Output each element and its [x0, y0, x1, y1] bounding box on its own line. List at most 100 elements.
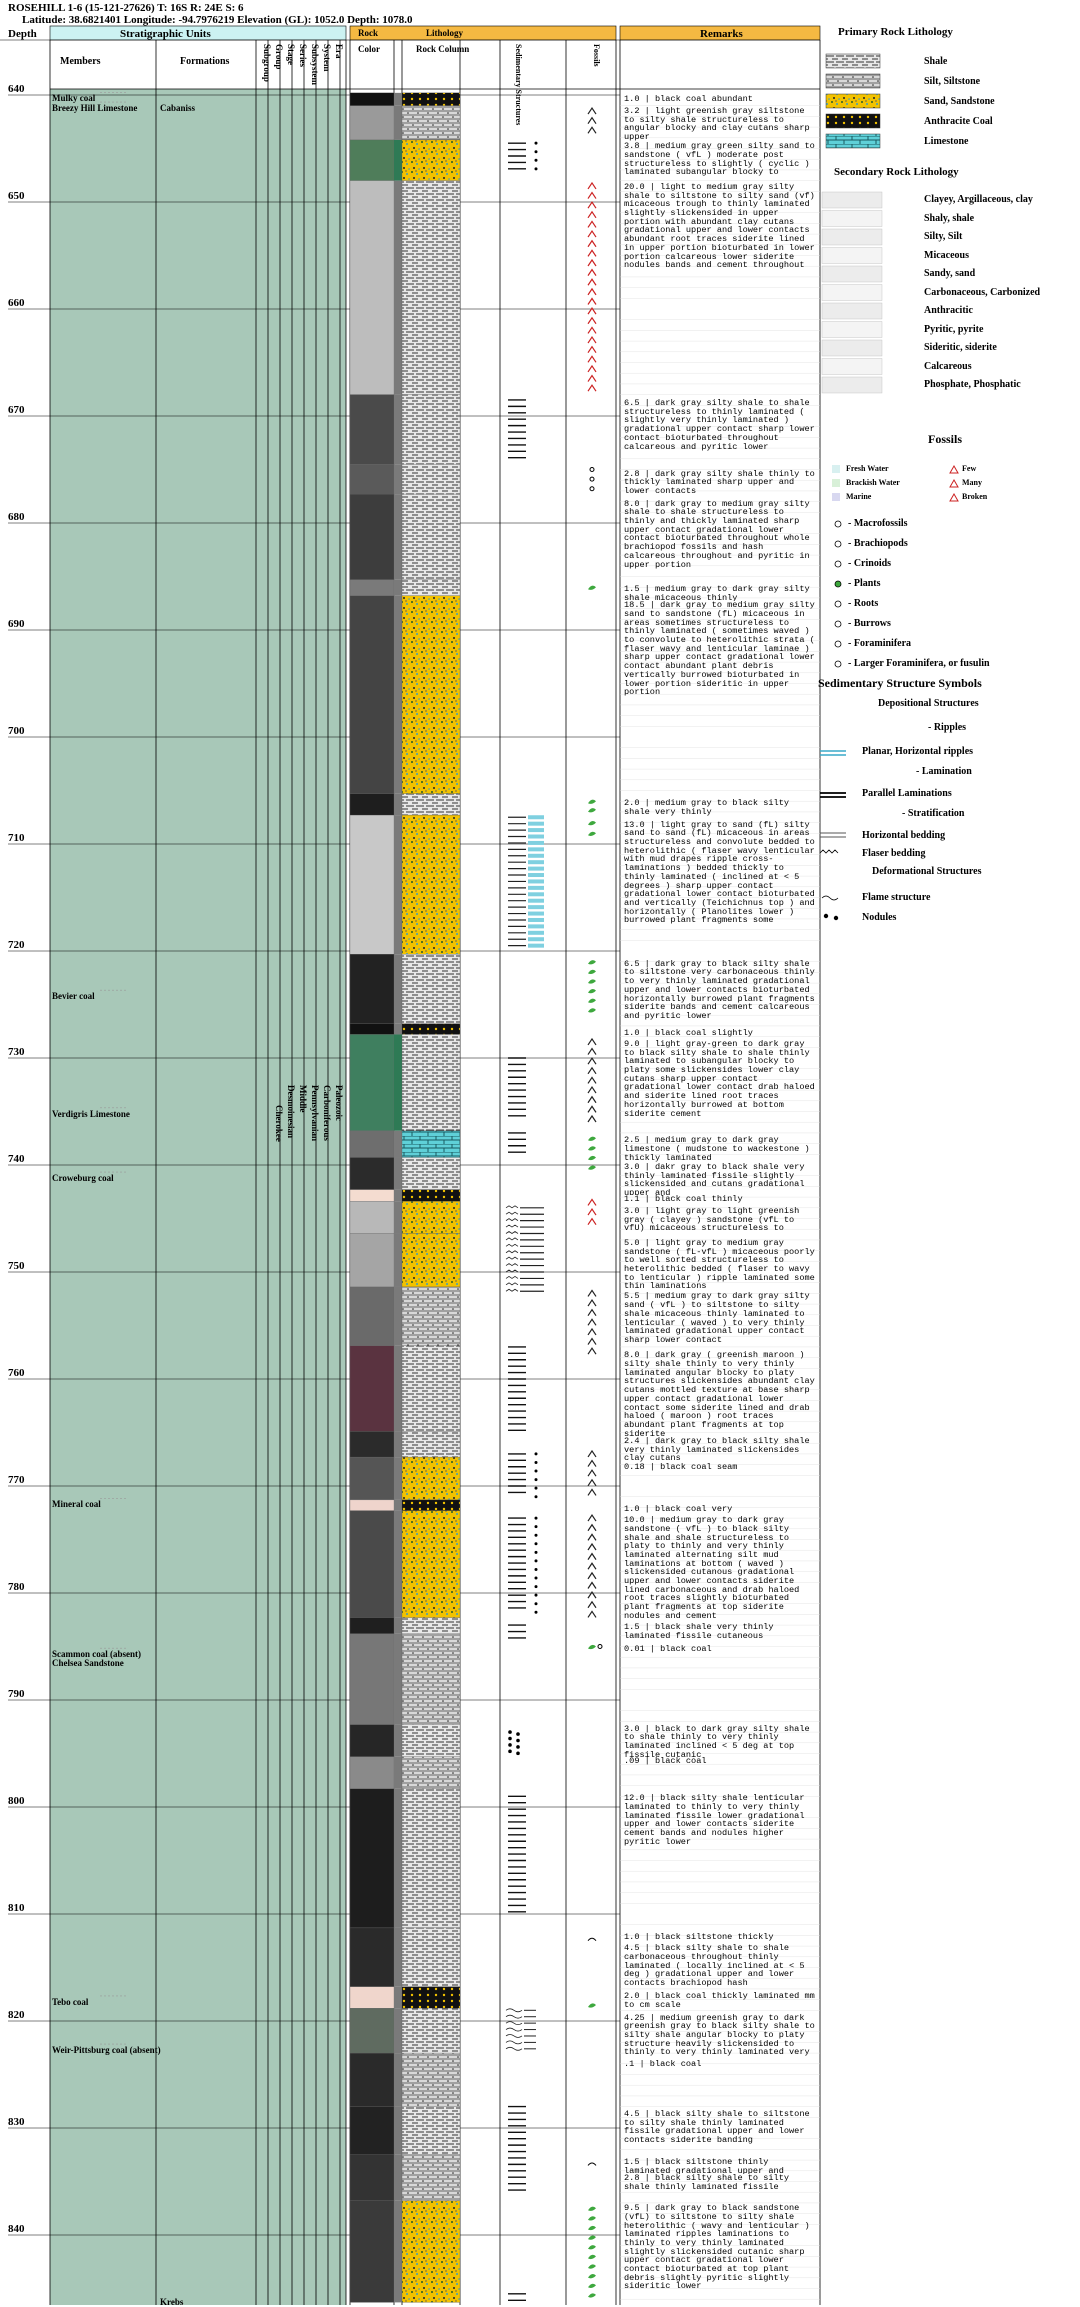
unit-color-25	[349, 1617, 395, 1634]
sed-mark	[528, 853, 544, 858]
sed-mark	[516, 1751, 520, 1756]
depth-tick-label: 740	[8, 1153, 25, 1165]
strat-cherokee: Cherokee	[274, 1105, 284, 1142]
unit-color-16	[349, 1189, 395, 1202]
remark-text: 13.0 | light gray to sand (fL) silty san…	[624, 820, 815, 926]
depth-tick-label: 780	[8, 1581, 25, 1593]
remark-text: 12.0 | black silty shale lenticular lami…	[624, 1794, 805, 1847]
root-symbol	[587, 181, 597, 190]
crinoid-symbol	[589, 486, 595, 492]
root-symbol	[587, 1318, 597, 1326]
nodule-mark	[534, 1460, 538, 1464]
unit-color-18	[349, 1233, 395, 1288]
plant-symbol	[588, 1146, 596, 1151]
sed-mark	[528, 879, 544, 884]
root-symbol	[587, 1459, 597, 1467]
nodule-mark	[534, 1495, 538, 1499]
strat-background	[50, 89, 346, 2305]
unit-color-strip-13	[394, 1034, 402, 1131]
strat-units-header: Stratigraphic Units	[120, 28, 211, 40]
depth-tick-label: 800	[8, 1795, 25, 1807]
sed-mark	[528, 930, 544, 935]
root-symbol	[587, 191, 597, 199]
legend-abund-symbol	[949, 478, 959, 488]
sed-mark	[505, 2046, 523, 2051]
plant-symbol	[588, 2264, 596, 2269]
plant-symbol	[588, 808, 596, 813]
legend-swatch-lime	[825, 133, 881, 149]
sed-mark	[528, 898, 544, 903]
root-symbol	[587, 1449, 597, 1458]
depth-tick-label: 690	[8, 618, 25, 630]
unit-color-strip-18	[394, 1233, 402, 1287]
unit-color-17	[349, 1201, 395, 1234]
remark-text: 1.5 | medium gray to dark gray silty sha…	[624, 585, 810, 602]
unit-lithology-25	[401, 1617, 461, 1634]
root-symbol	[587, 239, 597, 248]
unit-color-28	[349, 1756, 395, 1789]
unit-lithology-9	[401, 793, 461, 816]
legend-secondary-swatch	[821, 210, 883, 227]
depth-tick-label: 700	[8, 725, 25, 737]
legend-primary-item: Sand, Sandstone	[924, 96, 995, 107]
unit-color-strip-23	[394, 1499, 402, 1511]
nodule-mark	[534, 158, 538, 162]
root-symbol	[587, 384, 597, 392]
nodule-mark	[534, 1610, 538, 1614]
root-symbol	[587, 106, 597, 115]
sed-mark	[528, 885, 544, 890]
unit-color-strip-35	[394, 2154, 402, 2201]
depth-tick-label: 770	[8, 1474, 25, 1486]
unit-color-14	[349, 1130, 395, 1158]
legend-secondary-swatch	[821, 302, 883, 320]
nodule-mark	[534, 1525, 538, 1529]
member-label: Bevier coal	[52, 991, 95, 1002]
root-symbol	[587, 1610, 597, 1618]
sed-mark	[505, 1250, 519, 1254]
plant-symbol	[588, 2293, 596, 2298]
unit-color-24	[349, 1510, 395, 1618]
unit-color-strip-12	[394, 1023, 402, 1035]
group-header: Group	[274, 44, 284, 70]
remark-text: 3.2 | light greenish gray siltstone to s…	[624, 106, 810, 142]
legend-secondary-item: Micaceous	[924, 249, 969, 261]
root-symbol	[587, 355, 597, 363]
plant-symbol	[588, 998, 596, 1003]
plant-symbol	[588, 2235, 596, 2240]
unit-color-strip-22	[394, 1457, 402, 1500]
root-symbol	[587, 201, 597, 209]
sed-mark	[528, 821, 544, 826]
remark-text: 8.0 | dark gray to medium gray silty sha…	[624, 499, 810, 570]
member-label: Verdigris Limestone	[52, 1108, 130, 1119]
legend-nodule-mark	[823, 913, 829, 919]
root-symbol	[587, 210, 597, 219]
sed-mark	[505, 2008, 523, 2013]
sed-mark	[505, 1230, 519, 1234]
unit-color-strip-34	[394, 2106, 402, 2155]
brachiopod-symbol	[587, 2162, 597, 2166]
nodule-mark	[534, 141, 538, 145]
plant-symbol	[588, 1136, 596, 1141]
root-symbol	[587, 1289, 597, 1297]
unit-lithology-12	[401, 1023, 461, 1035]
root-symbol	[587, 1037, 597, 1046]
unit-lithology-5	[401, 463, 461, 495]
remark-text: 3.0 | dakr gray to black shale very thin…	[624, 1163, 805, 1196]
unit-color-29	[349, 1788, 395, 1929]
unit-lithology-18	[401, 1233, 461, 1288]
plant-symbol	[588, 1644, 596, 1650]
root-symbol	[587, 1542, 597, 1551]
legend-fossil-type-symbol	[834, 620, 842, 628]
sed-mark	[508, 1736, 512, 1741]
unit-lithology-10	[401, 814, 461, 955]
era-header: Era	[334, 44, 344, 59]
member-label: Scammon coal (absent)	[52, 1649, 141, 1660]
depth-tick-label: 810	[8, 1902, 25, 1914]
unit-lithology-6	[401, 493, 461, 580]
unit-color-7	[349, 579, 395, 596]
unit-color-strip-26	[394, 1633, 402, 1725]
depth-tick-label: 720	[8, 939, 25, 951]
unit-color-strip-14	[394, 1130, 402, 1158]
unit-lithology-1	[401, 105, 461, 141]
unit-color-20	[349, 1345, 395, 1432]
